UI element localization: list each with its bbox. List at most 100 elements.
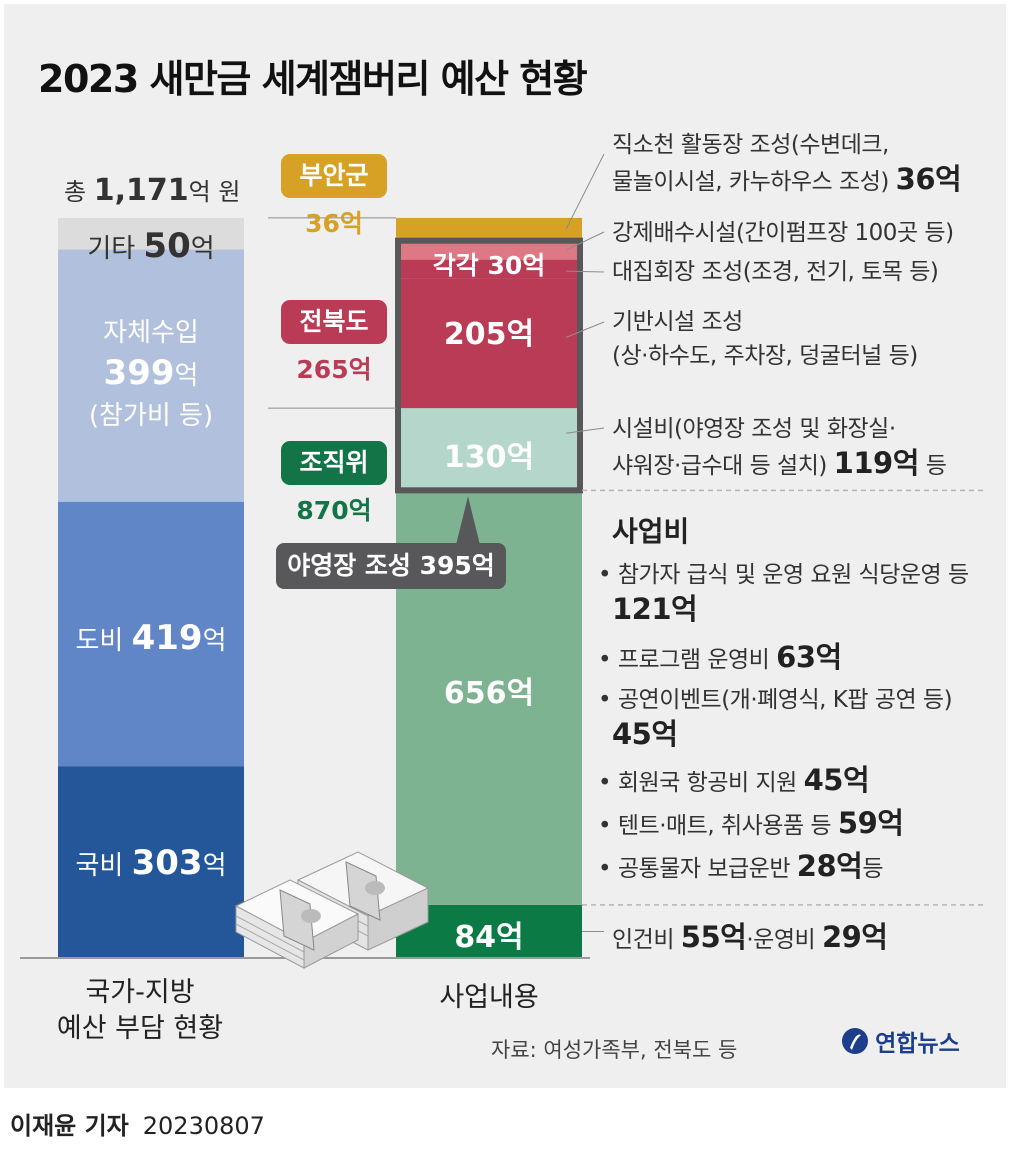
note-facility-value: 119억 [833,446,920,480]
leader-drainage [565,231,605,251]
bullet: • [598,770,612,796]
business-item-program: • 프로그램 운영비 63억 [598,640,842,677]
business-item-supplies-suffix: 등 [862,856,884,882]
funder-amount-jojikwi: 870억 [296,496,372,525]
business-item-supplies-value: 28억 [796,849,863,883]
yonhap-logo-text: 연합뉴스 [875,1031,960,1057]
business-item-airfare-text: 회원국 항공비 지원 [617,770,797,796]
personnel-84-label: 84억 [454,920,524,955]
camp-construction-box [395,237,583,494]
business-item-event: • 공연이벤트(개·폐영식, K팝 공연 등) 45억 [598,683,953,754]
yonhap-logo: 연합뉴스 [840,1024,960,1058]
bar-drainage [396,240,582,260]
business-item-tents-value: 59억 [837,806,904,840]
note-waterside-line2: 물놀이시설, 카누하우스 조성) [612,169,889,195]
own-revenue-value: 399 [103,353,175,393]
leader-assembly [565,270,605,273]
own-revenue-label: 자체수입 399억 (참가비 등) [58,313,244,436]
province-label: 도비 419억 [58,618,244,658]
note-facility: 시설비(야영장 조성 및 화장실· 샤워장·급수대 등 설치) 119억 등 [612,412,947,483]
left-axis-label: 국가-지방 예산 부담 현황 [40,975,240,1047]
bar-infrastructure [396,278,582,409]
personnel-b-text: 운영비 [753,927,816,953]
funder-amount-buan: 36억 [305,209,363,238]
source-note: 자료: 여성가족부, 전북도 등 [491,1038,738,1062]
note-infrastructure-line2: (상·하수도, 주차장, 덩굴터널 등) [612,343,918,369]
business-heading: 사업비 [612,515,690,548]
total-prefix: 총 [64,178,87,206]
total-value: 1,171 [93,173,189,208]
business-item-event-text: 공연이벤트(개·폐영식, K팝 공연 등) [617,687,953,713]
bar-misc [58,217,244,250]
national-name: 국비 [75,851,124,881]
funder-badge-buan: 부안군 [281,154,387,198]
jeonbuk-205-label: 205억 [443,317,535,352]
left-axis-line1: 국가-지방 [85,977,195,1008]
left-stacked-bar [58,217,244,958]
business-item-meals-value: 121억 [612,592,698,626]
bar-province [58,501,244,767]
camp-construction-callout: 야영장 조성 395억 [276,543,506,589]
personnel-a-value: 55억 [680,920,747,954]
funder-amount-jeonbuk: 265억 [296,355,372,384]
province-unit: 억 [202,626,227,656]
note-facility-line1: 시설비(야영장 조성 및 화장실· [612,416,896,442]
note-waterside-line1: 직소천 활동장 조성(수변데크, [612,132,889,158]
bar-national [58,766,244,958]
byline-name: 이재윤 기자 [10,1112,129,1140]
misc-name: 기타 [87,234,136,264]
money-stack-illustration [234,851,430,969]
leader-facility [565,427,605,434]
business-item-meals: • 참가자 급식 및 운영 요원 식당운영 등 121억 [598,558,969,629]
facility-130-label: 130억 [443,440,535,475]
byline: 이재윤 기자 20230807 [10,1106,265,1141]
national-value: 303 [131,843,203,883]
note-assembly: 대집회장 조성(조경, 전기, 토목 등) [612,259,939,285]
bar-own-revenue [58,249,244,502]
business-item-supplies: • 공통물자 보급운반 28억등 [598,849,884,886]
business-item-program-value: 63억 [776,640,842,674]
leader-waterside [565,153,605,230]
business-item-airfare: • 회원국 항공비 지원 45억 [598,763,870,800]
bullet: • [598,562,612,588]
note-waterside-value: 36억 [895,162,962,196]
bar-assembly-area [396,259,582,279]
total-budget-label: 총 1,171억 원 [64,172,240,208]
total-unit: 억 원 [188,178,241,206]
personnel-b-value: 29억 [821,920,888,954]
bullet: • [598,813,612,839]
personnel-sep: · [746,927,754,953]
business-item-meals-text: 참가자 급식 및 운영 요원 식당운영 등 [617,562,969,588]
funder-badge-jeonbuk: 전북도 [281,300,387,344]
right-axis-label: 사업내용 [439,982,539,1013]
page-title: 2023 새만금 세계잼버리 예산 현황 [38,57,588,101]
bar-facility [396,408,582,491]
province-value: 419 [131,618,203,658]
own-revenue-note: (참가비 등) [88,401,214,431]
national-unit: 억 [202,851,227,881]
callout-pointer [456,496,480,545]
business-item-program-text: 프로그램 운영비 [617,647,770,673]
business-item-tents-text: 텐트·매트, 취사용품 등 [617,813,832,839]
bullet: • [598,647,612,673]
note-facility-suffix: 등 [925,453,947,479]
misc-unit: 억 [190,234,215,264]
note-waterside: 직소천 활동장 조성(수변데크, 물놀이시설, 카누하우스 조성) 36억 [612,128,962,199]
leader-infrastructure [565,321,605,338]
funder-badge-jojikwi: 조직위 [281,441,387,485]
note-infrastructure: 기반시설 조성 (상·하수도, 주차장, 덩굴터널 등) [612,305,918,373]
note-drainage: 강제배수시설(간이펌프장 100곳 등) [612,220,954,246]
own-revenue-name: 자체수입 [103,318,199,348]
bullet: • [598,856,612,882]
operation-656-label: 656억 [443,676,535,711]
left-axis-line2: 예산 부담 현황 [56,1013,224,1044]
province-name: 도비 [75,626,124,656]
bar-waterside [396,217,582,241]
note-facility-line2: 샤워장·급수대 등 설치) [612,453,827,479]
misc-value: 50 [143,226,191,266]
yonhap-logo-icon [842,1028,868,1054]
bullet: • [598,687,612,713]
business-item-supplies-text: 공통물자 보급운반 [617,856,791,882]
note-personnel: 인건비 55억·운영비 29억 [612,920,888,957]
misc-label: 기타 50억 [58,226,244,266]
